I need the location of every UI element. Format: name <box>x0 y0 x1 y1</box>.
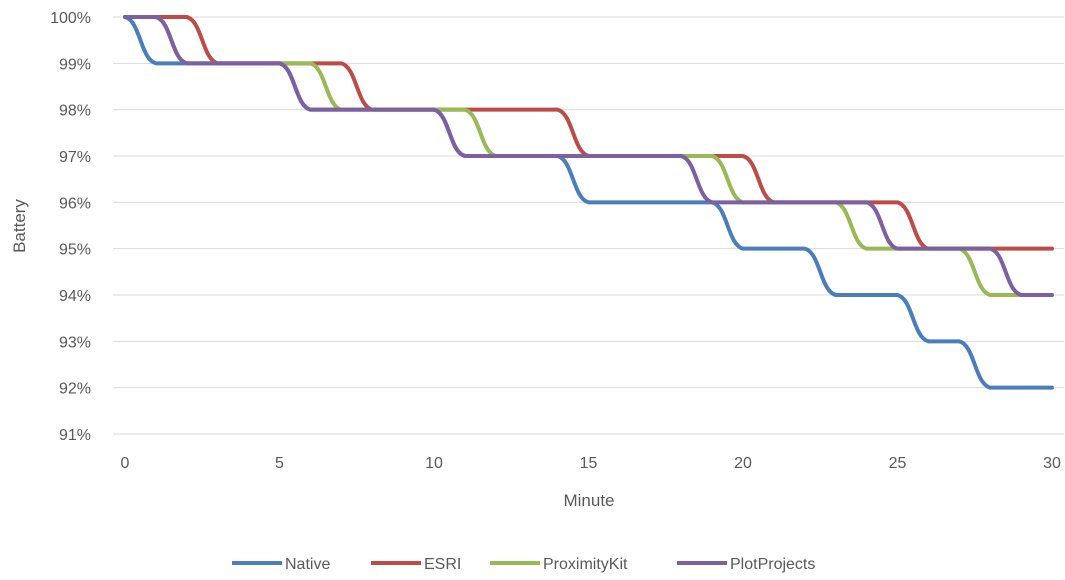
x-tick-label: 30 <box>1043 455 1061 472</box>
legend: Native ESRI ProximityKit PlotProjects <box>232 556 815 573</box>
x-tick-label: 15 <box>580 455 598 472</box>
y-tick-label: 93% <box>59 334 91 351</box>
y-tick-label: 92% <box>59 381 91 398</box>
x-axis-title: Minute <box>563 491 614 510</box>
series-line-esri <box>123 15 1054 251</box>
x-tick-label: 0 <box>121 455 130 472</box>
legend-item-proximitykit: ProximityKit <box>490 556 628 573</box>
y-tick-label: 99% <box>59 56 91 73</box>
y-axis-title: Battery <box>10 199 29 253</box>
y-tick-label: 97% <box>59 149 91 166</box>
legend-label: ESRI <box>424 556 461 573</box>
y-tick-label: 98% <box>59 103 91 120</box>
legend-item-plotprojects: PlotProjects <box>677 556 815 573</box>
y-tick-label: 94% <box>59 288 91 305</box>
y-axis-ticks: 91% 92% 93% 94% 95% 96% 97% 98% 99% 100% <box>50 10 91 444</box>
series-lines <box>123 15 1054 390</box>
x-tick-label: 20 <box>734 455 752 472</box>
legend-item-native: Native <box>232 556 330 573</box>
x-axis-ticks: 0 5 10 15 20 25 30 <box>121 455 1061 472</box>
y-tick-label: 96% <box>59 195 91 212</box>
y-tick-label: 91% <box>59 427 91 444</box>
y-tick-label: 100% <box>50 10 91 27</box>
series-line-plotprojects <box>123 15 1054 297</box>
y-tick-label: 95% <box>59 242 91 259</box>
legend-label: ProximityKit <box>543 556 628 573</box>
x-tick-label: 10 <box>425 455 443 472</box>
legend-item-esri: ESRI <box>371 556 461 573</box>
gridlines <box>113 16 1064 435</box>
x-tick-label: 5 <box>275 455 284 472</box>
x-tick-label: 25 <box>889 455 907 472</box>
legend-label: PlotProjects <box>730 556 815 573</box>
legend-label: Native <box>285 556 330 573</box>
